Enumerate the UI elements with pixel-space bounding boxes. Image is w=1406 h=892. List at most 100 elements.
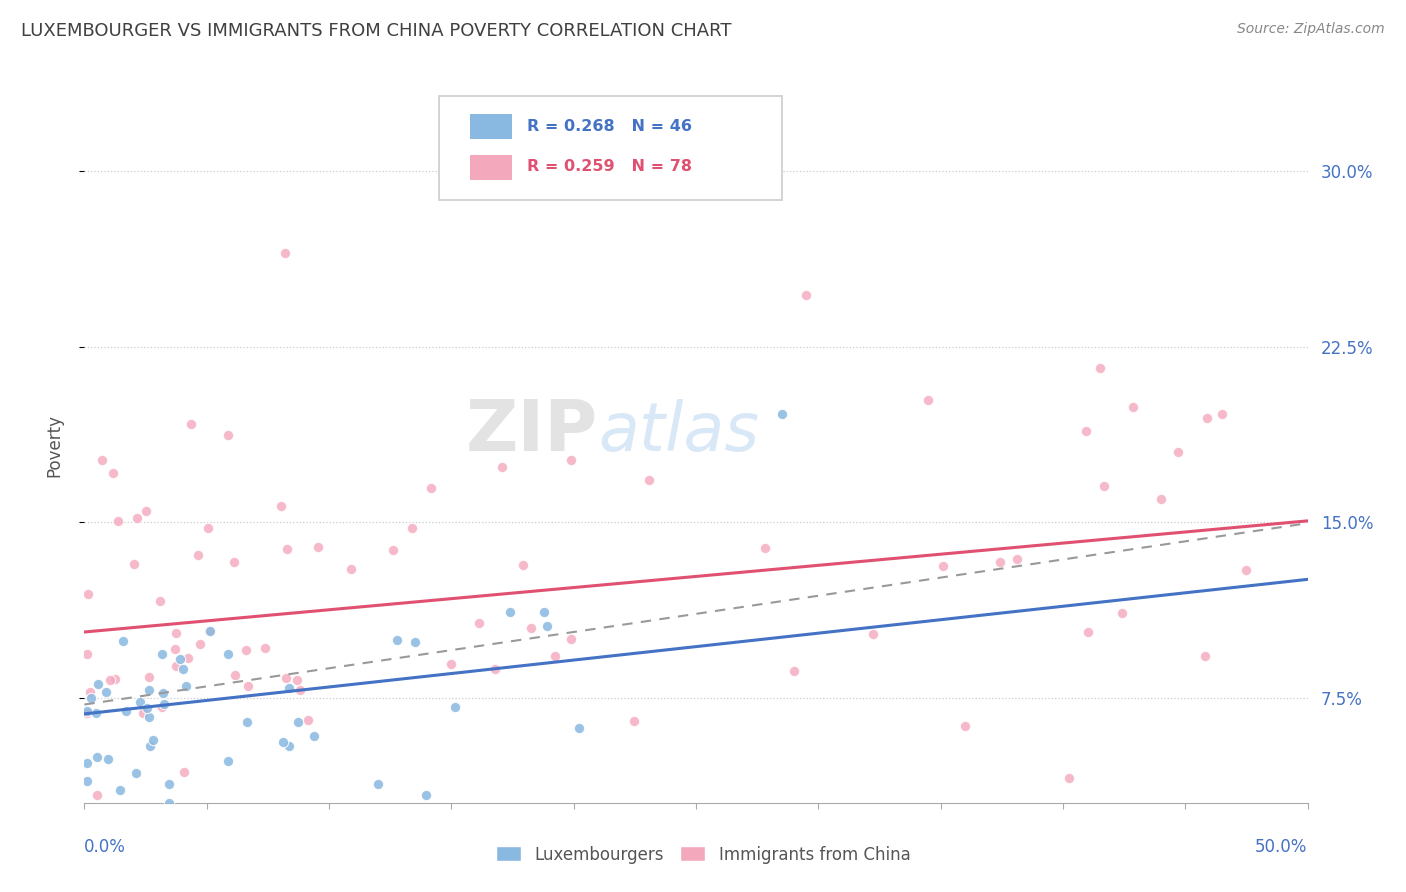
Point bbox=[1234, 563, 1257, 577]
Point bbox=[254, 641, 277, 656]
Point bbox=[420, 481, 443, 495]
Point bbox=[560, 452, 582, 467]
Point bbox=[152, 685, 174, 699]
Point bbox=[271, 735, 294, 749]
Point bbox=[520, 621, 543, 635]
Point bbox=[235, 643, 257, 657]
Bar bbox=[470, 114, 513, 139]
Point bbox=[367, 777, 389, 791]
Point bbox=[297, 713, 319, 727]
Point bbox=[754, 541, 776, 555]
Point bbox=[1150, 491, 1173, 506]
Point bbox=[187, 549, 209, 563]
Text: R = 0.259   N = 78: R = 0.259 N = 78 bbox=[527, 160, 692, 175]
Point bbox=[197, 521, 219, 535]
Point bbox=[468, 616, 491, 631]
Point bbox=[138, 710, 160, 724]
Point bbox=[177, 650, 200, 665]
Point bbox=[76, 756, 98, 770]
Point bbox=[125, 511, 148, 525]
Point bbox=[1194, 648, 1216, 663]
Point bbox=[217, 647, 239, 661]
Point bbox=[136, 700, 159, 714]
Text: 0.0%: 0.0% bbox=[84, 838, 127, 856]
Point bbox=[150, 647, 173, 661]
Point bbox=[415, 788, 437, 802]
Point bbox=[97, 751, 120, 765]
Point bbox=[98, 673, 121, 688]
Point bbox=[235, 714, 257, 729]
Point bbox=[1077, 624, 1099, 639]
Point bbox=[1092, 479, 1115, 493]
Point bbox=[188, 636, 211, 650]
Point bbox=[862, 626, 884, 640]
Point bbox=[560, 632, 582, 647]
Point bbox=[770, 408, 793, 422]
Point bbox=[169, 652, 191, 666]
Point bbox=[104, 672, 127, 686]
Point bbox=[440, 657, 463, 671]
Point bbox=[276, 672, 298, 686]
Point bbox=[274, 246, 297, 260]
Point bbox=[174, 679, 197, 693]
Point bbox=[172, 662, 194, 676]
Point bbox=[285, 673, 308, 687]
Point bbox=[132, 706, 155, 721]
Point bbox=[290, 682, 312, 697]
Point bbox=[76, 704, 98, 718]
Y-axis label: Poverty: Poverty bbox=[45, 415, 63, 477]
Text: ZIP: ZIP bbox=[465, 397, 598, 467]
Point bbox=[150, 700, 173, 714]
Point bbox=[217, 754, 239, 768]
Point bbox=[623, 714, 645, 728]
Point bbox=[76, 706, 98, 721]
Point bbox=[165, 642, 187, 657]
Point bbox=[277, 681, 299, 695]
Point bbox=[138, 739, 160, 753]
Point bbox=[404, 635, 426, 649]
Point bbox=[107, 515, 129, 529]
Point bbox=[128, 695, 150, 709]
Point bbox=[782, 665, 804, 679]
Point bbox=[533, 605, 555, 619]
Point bbox=[307, 540, 329, 554]
Text: atlas: atlas bbox=[598, 399, 759, 465]
Point bbox=[512, 558, 534, 572]
Point bbox=[1195, 410, 1218, 425]
Point bbox=[1088, 360, 1111, 375]
Point bbox=[276, 541, 298, 556]
Point bbox=[304, 729, 326, 743]
Point bbox=[236, 679, 259, 693]
Point bbox=[1007, 552, 1029, 566]
Point bbox=[1211, 408, 1233, 422]
Point bbox=[122, 557, 145, 571]
Point bbox=[381, 542, 404, 557]
Point bbox=[153, 697, 176, 711]
Point bbox=[197, 624, 219, 639]
Text: R = 0.268   N = 46: R = 0.268 N = 46 bbox=[527, 119, 692, 134]
Point bbox=[86, 788, 108, 802]
Point bbox=[79, 685, 101, 699]
Point bbox=[86, 749, 108, 764]
Point bbox=[484, 662, 506, 676]
Point bbox=[157, 796, 180, 810]
Point bbox=[536, 619, 558, 633]
Point bbox=[76, 648, 98, 662]
Point bbox=[157, 777, 180, 791]
Point bbox=[988, 556, 1011, 570]
Text: 50.0%: 50.0% bbox=[1256, 838, 1308, 856]
Bar bbox=[470, 155, 513, 180]
Point bbox=[111, 634, 134, 648]
Point bbox=[287, 715, 309, 730]
Point bbox=[498, 605, 520, 619]
Point bbox=[94, 685, 117, 699]
Text: Source: ZipAtlas.com: Source: ZipAtlas.com bbox=[1237, 22, 1385, 37]
Point bbox=[953, 718, 976, 732]
Point bbox=[217, 428, 239, 442]
Point bbox=[544, 649, 567, 664]
Point bbox=[77, 587, 100, 601]
Point bbox=[1122, 400, 1144, 414]
Point bbox=[124, 766, 146, 780]
Point bbox=[135, 504, 157, 518]
Point bbox=[340, 562, 363, 576]
